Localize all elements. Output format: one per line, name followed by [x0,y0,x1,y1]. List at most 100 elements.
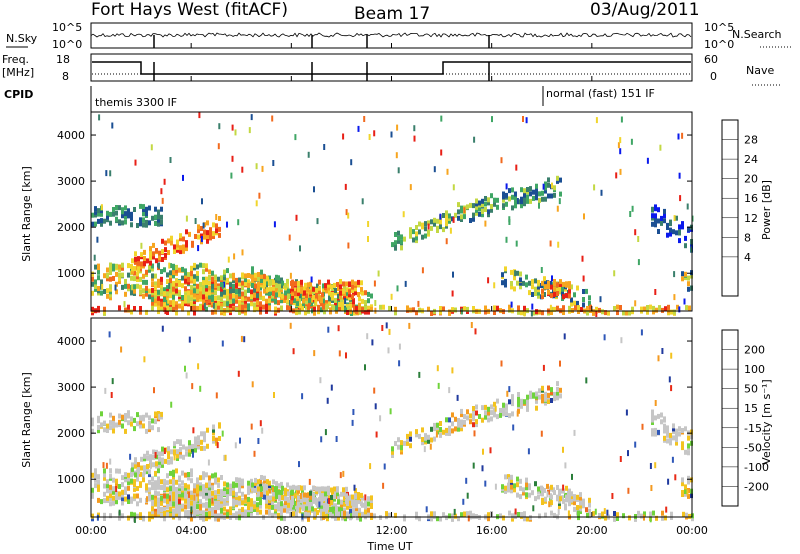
heatmap-cell [111,378,114,385]
heatmap-cell [511,513,514,519]
heatmap-cell [568,501,571,507]
ytick-label: 1000 [57,473,85,486]
heatmap-cell [442,512,445,518]
heatmap-cell [367,298,370,304]
heatmap-cell [326,502,329,508]
heatmap-cell [460,214,463,220]
heatmap-cell [136,476,139,482]
heatmap-cell [195,496,198,503]
heatmap-cell [310,301,313,307]
heatmap-cell [133,284,136,290]
heatmap-cell [260,278,263,283]
heatmap-cell [547,392,550,398]
heatmap-cell [142,293,145,299]
heatmap-cell [357,282,360,288]
heatmap-cell [196,288,199,294]
heatmap-cell [619,137,622,144]
heatmap-cell [448,513,451,519]
heatmap-cell [446,168,449,175]
heatmap-cell [208,511,211,517]
heatmap-cell [124,472,127,478]
heatmap-cell [169,278,172,284]
heatmap-cell [157,480,160,486]
heatmap-cell [345,352,347,359]
heatmap-cell [133,496,136,502]
heatmap-cell [342,133,345,140]
heatmap-cell [318,279,321,285]
heatmap-cell [244,494,247,500]
heatmap-cell [522,280,525,286]
heatmap-cell [127,304,130,310]
heatmap-cell [91,290,94,296]
heatmap-cell [114,284,117,291]
heatmap-cell [157,497,160,503]
heatmap-cell [324,283,327,289]
heatmap-cell [154,214,157,220]
heatmap-cell [544,396,547,402]
heatmap-cell [281,280,284,286]
heatmap-cell [168,495,171,502]
colorbar-tick-label: 4 [744,251,751,264]
heatmap-cell [593,184,596,191]
heatmap-cell [98,114,101,121]
heatmap-cell [500,360,503,367]
heatmap-cell [192,427,195,434]
heatmap-cell [681,224,684,230]
heatmap-cell [106,479,109,485]
heatmap-cell [103,483,106,489]
heatmap-cell [166,291,169,297]
heatmap-cell [515,164,518,171]
heatmap-cell [211,511,214,516]
heatmap-cell [343,510,346,516]
heatmap-cell [251,277,254,283]
heatmap-cell [543,488,546,493]
heatmap-cell [490,410,493,416]
heatmap-cell [226,290,229,296]
heatmap-cell [179,233,182,239]
heatmap-cell [244,498,247,504]
heatmap-cell [437,382,440,389]
heatmap-cell [257,489,260,495]
heatmap-cell [520,196,523,202]
heatmap-cell [139,203,142,209]
heatmap-cell [217,304,220,310]
heatmap-cell [197,224,200,230]
heatmap-cell [154,273,157,279]
heatmap-cell [670,309,673,315]
heatmap-cell [118,491,121,497]
heatmap-cell [345,499,348,504]
heatmap-cell [199,294,202,300]
heatmap-cell [157,300,160,306]
heatmap-cell [551,275,553,282]
heatmap-cell [514,191,517,197]
heatmap-cell [634,441,637,448]
heatmap-cell [535,309,538,315]
heatmap-cell [106,214,109,220]
heatmap-cell [109,425,112,431]
heatmap-cell [229,511,232,517]
heatmap-cell [334,515,337,521]
heatmap-cell [205,291,208,297]
heatmap-cell [121,220,124,226]
heatmap-cell [200,445,203,451]
heatmap-cell [175,301,178,307]
heatmap-cell [570,494,573,499]
heatmap-cell [307,512,310,518]
heatmap-cell [287,491,290,497]
heatmap-cell [334,301,337,306]
heatmap-cell [510,474,513,480]
heatmap-cell [681,441,684,447]
heatmap-cell [425,506,428,513]
heatmap-cell [148,415,151,421]
heatmap-cell [205,512,208,517]
heatmap-cell [561,495,564,501]
heatmap-cell [604,310,607,316]
heatmap-cell [157,491,160,497]
heatmap-cell [275,490,278,496]
heatmap-cell [172,298,175,304]
heatmap-cell [140,252,143,258]
heatmap-cell [214,512,217,518]
heatmap-cell [143,261,146,267]
heatmap-cell [253,280,256,286]
heatmap-cell [429,443,432,450]
